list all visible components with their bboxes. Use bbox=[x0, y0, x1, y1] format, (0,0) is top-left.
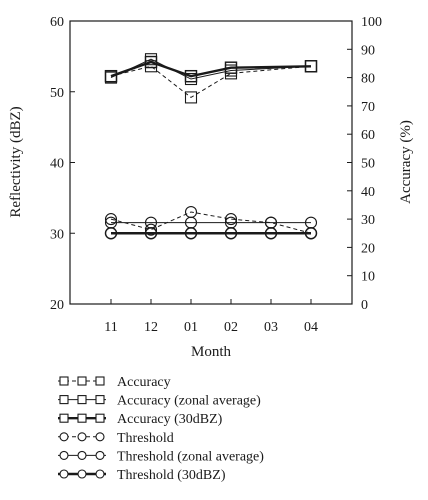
legend-item: Accuracy (zonal average) bbox=[58, 394, 261, 409]
left-tick-label: 50 bbox=[50, 86, 64, 101]
x-tick-label: 02 bbox=[224, 320, 238, 335]
right-tick-label: 70 bbox=[361, 100, 375, 115]
legend-label: Accuracy bbox=[117, 375, 171, 390]
legend-marker bbox=[59, 432, 69, 442]
data-point bbox=[224, 213, 238, 226]
legend-marker bbox=[77, 413, 87, 423]
legend-marker bbox=[95, 413, 105, 423]
legend-marker bbox=[77, 395, 87, 405]
data-point bbox=[184, 69, 198, 83]
legend-item: Threshold bbox=[58, 431, 174, 446]
left-axis-label: Reflectivity (dBZ) bbox=[8, 106, 24, 217]
data-point bbox=[304, 60, 318, 73]
legend-marker bbox=[95, 450, 105, 460]
x-axis-label: Month bbox=[191, 344, 232, 360]
right-axis-label: Accuracy (%) bbox=[398, 120, 414, 204]
left-tick-label: 40 bbox=[50, 157, 64, 172]
legend-label: Accuracy (30dBZ) bbox=[117, 412, 223, 427]
series-line bbox=[110, 60, 312, 78]
legend-item: Accuracy bbox=[58, 375, 171, 390]
legend-label: Threshold bbox=[117, 431, 174, 446]
x-axis-ticks: 11 12 01 02 03 04 bbox=[104, 299, 318, 335]
data-point bbox=[184, 227, 198, 240]
legend-marker bbox=[95, 395, 105, 405]
data-point bbox=[304, 227, 318, 240]
series-line bbox=[110, 211, 312, 234]
series-1 bbox=[104, 53, 318, 86]
legend-marker bbox=[95, 469, 105, 479]
legend-marker bbox=[95, 432, 105, 442]
right-tick-label: 50 bbox=[361, 157, 375, 172]
series-4 bbox=[104, 216, 318, 229]
right-axis-ticks: 0 10 20 30 40 50 60 70 80 90 100 bbox=[347, 15, 382, 313]
legend-marker bbox=[77, 376, 87, 386]
legend-label: Accuracy (zonal average) bbox=[117, 394, 261, 409]
legend-marker bbox=[77, 432, 87, 442]
x-tick-label: 03 bbox=[264, 320, 278, 335]
data-point bbox=[144, 55, 158, 69]
data-point bbox=[104, 227, 118, 240]
legend-marker bbox=[77, 469, 87, 479]
legend-marker bbox=[59, 413, 69, 423]
left-tick-label: 60 bbox=[50, 15, 64, 30]
legend-marker bbox=[59, 395, 69, 405]
right-tick-label: 80 bbox=[361, 72, 375, 87]
legend-item: Accuracy (30dBZ) bbox=[58, 412, 223, 427]
data-point bbox=[144, 227, 158, 240]
right-tick-label: 20 bbox=[361, 241, 375, 256]
right-tick-label: 10 bbox=[361, 270, 375, 285]
x-tick-label: 01 bbox=[184, 320, 198, 335]
data-point bbox=[264, 227, 278, 240]
legend-marker bbox=[59, 376, 69, 386]
legend-marker bbox=[59, 469, 69, 479]
series-5 bbox=[104, 227, 318, 240]
right-tick-label: 60 bbox=[361, 128, 375, 143]
legend-label: Threshold (30dBZ) bbox=[117, 468, 226, 483]
series-line bbox=[110, 58, 312, 80]
right-tick-label: 30 bbox=[361, 213, 375, 228]
left-tick-label: 20 bbox=[50, 298, 64, 313]
data-point bbox=[184, 91, 198, 104]
legend-marker bbox=[77, 450, 87, 460]
x-tick-label: 11 bbox=[104, 320, 117, 335]
plot-frame bbox=[69, 20, 353, 305]
data-point bbox=[224, 227, 238, 240]
data-point bbox=[104, 213, 118, 226]
legend-marker bbox=[59, 450, 69, 460]
series-line bbox=[110, 65, 312, 99]
legend-item: Threshold (zonal average) bbox=[58, 449, 264, 464]
left-axis-ticks: 20 30 40 50 60 bbox=[50, 15, 75, 313]
legend-label: Threshold (zonal average) bbox=[117, 449, 264, 464]
data-point bbox=[144, 223, 158, 236]
left-tick-label: 30 bbox=[50, 227, 64, 242]
right-tick-label: 0 bbox=[361, 298, 368, 313]
legend: Accuracy Accuracy (zonal average) Accuracy… bbox=[58, 375, 264, 483]
series-layer bbox=[104, 53, 318, 240]
right-tick-label: 100 bbox=[361, 15, 382, 30]
legend-item: Threshold (30dBZ) bbox=[58, 468, 226, 483]
x-tick-label: 04 bbox=[304, 320, 318, 335]
x-tick-label: 12 bbox=[144, 320, 158, 335]
data-point bbox=[104, 69, 118, 83]
series-2 bbox=[104, 55, 318, 83]
data-point bbox=[224, 61, 238, 74]
legend-marker bbox=[95, 376, 105, 386]
right-tick-label: 90 bbox=[361, 43, 375, 58]
right-tick-label: 40 bbox=[361, 185, 375, 200]
chart-axes bbox=[69, 20, 353, 305]
